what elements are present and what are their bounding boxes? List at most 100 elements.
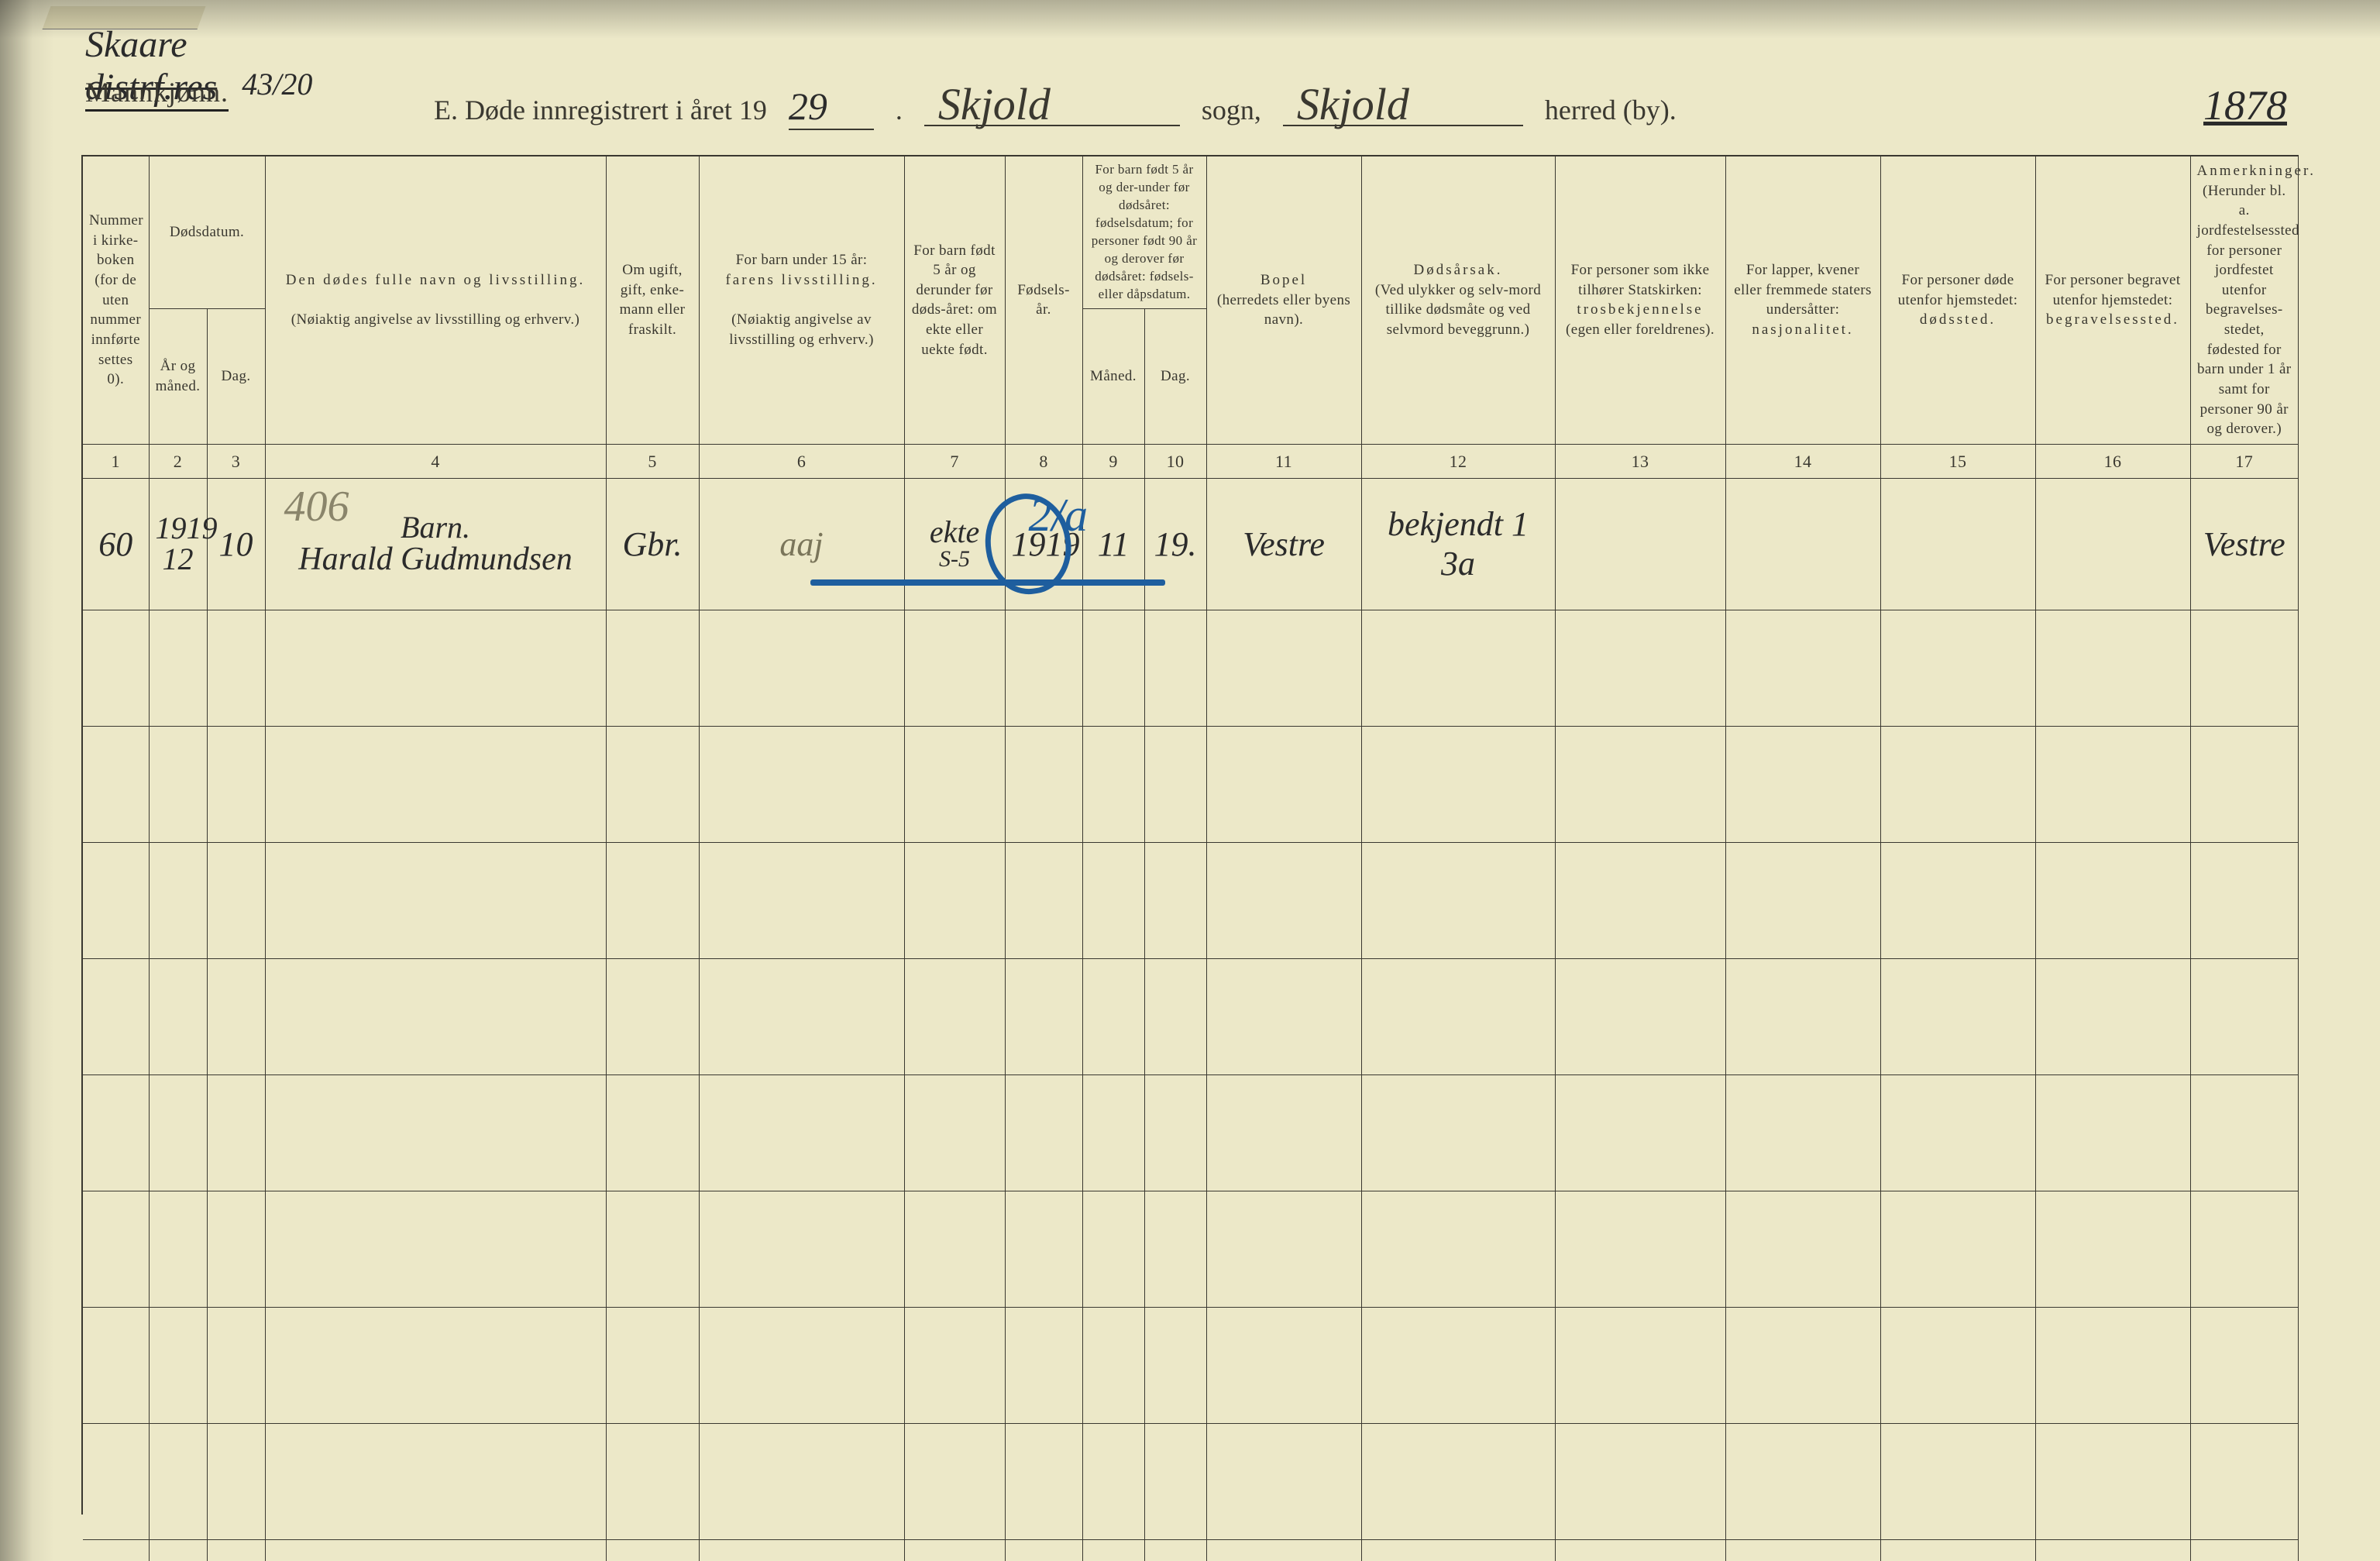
table-body: 60 1919 12 10 406 Barn. Harald Gudmundse…	[83, 478, 2299, 1561]
empty-cell	[1206, 958, 1361, 1074]
col-header-13: For personer som ikke tilhører Statskirk…	[1555, 156, 1725, 444]
col-header-2-top: Dødsdatum.	[149, 156, 265, 308]
title-sogn-value: Skjold	[924, 84, 1180, 126]
colnum-5: 5	[606, 444, 699, 478]
empty-cell	[2190, 1074, 2298, 1191]
empty-cell	[1880, 1539, 2035, 1561]
cell-12: bekjendt 1 3a	[1361, 478, 1555, 610]
empty-cell	[2035, 1423, 2190, 1539]
empty-cell	[2190, 1539, 2298, 1561]
title-sogn-label: sogn,	[1202, 94, 1261, 126]
empty-cell	[1555, 958, 1725, 1074]
table-row: 60 1919 12 10 406 Barn. Harald Gudmundse…	[83, 478, 2299, 610]
gender-label: Mannkjønn.	[85, 76, 229, 108]
empty-cell	[2035, 1191, 2190, 1307]
page-number: 1878	[2203, 81, 2287, 129]
empty-cell	[1206, 726, 1361, 842]
empty-cell	[265, 1074, 606, 1191]
empty-cell	[1725, 958, 1880, 1074]
cell-number: 60	[83, 478, 149, 610]
empty-cell	[1555, 610, 1725, 726]
colnum-6: 6	[699, 444, 904, 478]
colnum-7: 7	[904, 444, 1005, 478]
colnum-3: 3	[207, 444, 265, 478]
empty-cell	[149, 726, 207, 842]
empty-cell	[2190, 726, 2298, 842]
colnum-14: 14	[1725, 444, 1880, 478]
empty-cell	[149, 842, 207, 958]
empty-cell	[2035, 726, 2190, 842]
empty-cell	[2035, 610, 2190, 726]
empty-cell	[606, 1423, 699, 1539]
table-row	[83, 1074, 2299, 1191]
empty-cell	[1206, 610, 1361, 726]
empty-cell	[265, 1423, 606, 1539]
empty-cell	[207, 842, 265, 958]
empty-cell	[265, 1539, 606, 1561]
colnum-2: 2	[149, 444, 207, 478]
empty-cell	[1361, 958, 1555, 1074]
empty-cell	[207, 1191, 265, 1307]
empty-cell	[1144, 842, 1206, 958]
empty-cell	[83, 1307, 149, 1423]
empty-cell	[1555, 1074, 1725, 1191]
empty-cell	[1144, 1307, 1206, 1423]
c7l2: S-5	[911, 548, 999, 571]
empty-cell	[2035, 842, 2190, 958]
empty-cell	[1144, 610, 1206, 726]
empty-cell	[904, 1539, 1005, 1561]
cell-ym-l1: 1919 12	[156, 513, 201, 575]
empty-cell	[1005, 610, 1082, 726]
empty-cell	[699, 1074, 904, 1191]
h13a: For personer som ikke tilhører Statskirk…	[1571, 262, 1710, 298]
colnum-12: 12	[1361, 444, 1555, 478]
empty-cell	[699, 958, 904, 1074]
empty-cell	[2035, 958, 2190, 1074]
col-header-11: Bopel (herredets eller byens navn).	[1206, 156, 1361, 444]
cell-11: Vestre	[1206, 478, 1361, 610]
empty-cell	[904, 958, 1005, 1074]
title-herred-label: herred (by).	[1545, 94, 1677, 126]
empty-cell	[1206, 842, 1361, 958]
empty-cell	[265, 1307, 606, 1423]
h4a: Den dødes fulle navn og livsstilling.	[286, 272, 585, 288]
empty-cell	[149, 1423, 207, 1539]
empty-cell	[1144, 1074, 1206, 1191]
h12b: (Ved ulykker og selv-mord tillike dødsmå…	[1375, 282, 1541, 338]
empty-cell	[149, 1539, 207, 1561]
h14b: nasjonalitet.	[1752, 321, 1853, 338]
empty-cell	[207, 726, 265, 842]
empty-cell	[83, 610, 149, 726]
h11a: Bopel	[1261, 272, 1307, 288]
empty-cell	[1880, 958, 2035, 1074]
col-header-2a: År og måned.	[149, 308, 207, 444]
colnum-15: 15	[1880, 444, 2035, 478]
empty-cell	[904, 1074, 1005, 1191]
empty-cell	[207, 610, 265, 726]
cell-name: 406 Barn. Harald Gudmundsen	[265, 478, 606, 610]
empty-cell	[1005, 842, 1082, 958]
empty-cell	[207, 958, 265, 1074]
cell-17: Vestre	[2190, 478, 2298, 610]
empty-cell	[1725, 610, 1880, 726]
empty-cell	[1555, 726, 1725, 842]
h16b: begravelsessted.	[2046, 311, 2179, 328]
empty-cell	[699, 842, 904, 958]
empty-cell	[1725, 1074, 1880, 1191]
cell-8: 2/a 1919	[1005, 478, 1082, 610]
table-row	[83, 726, 2299, 842]
empty-cell	[1005, 1307, 1082, 1423]
col-header-9-top: For barn født 5 år og der-under før døds…	[1082, 156, 1206, 308]
annot-main: Skaare	[85, 24, 187, 65]
empty-cell	[1206, 1307, 1361, 1423]
empty-cell	[699, 1539, 904, 1561]
empty-cell	[1880, 1074, 2035, 1191]
h17a: Anmerkninger.	[2197, 163, 2316, 179]
h16a: For personer begravet utenfor hjemstedet…	[2045, 272, 2180, 308]
empty-cell	[2190, 610, 2298, 726]
empty-cell	[1082, 1423, 1144, 1539]
h11b: (herredets eller byens navn).	[1217, 292, 1350, 328]
shadow-left	[0, 0, 54, 1561]
table-row	[83, 958, 2299, 1074]
colnum-8: 8	[1005, 444, 1082, 478]
